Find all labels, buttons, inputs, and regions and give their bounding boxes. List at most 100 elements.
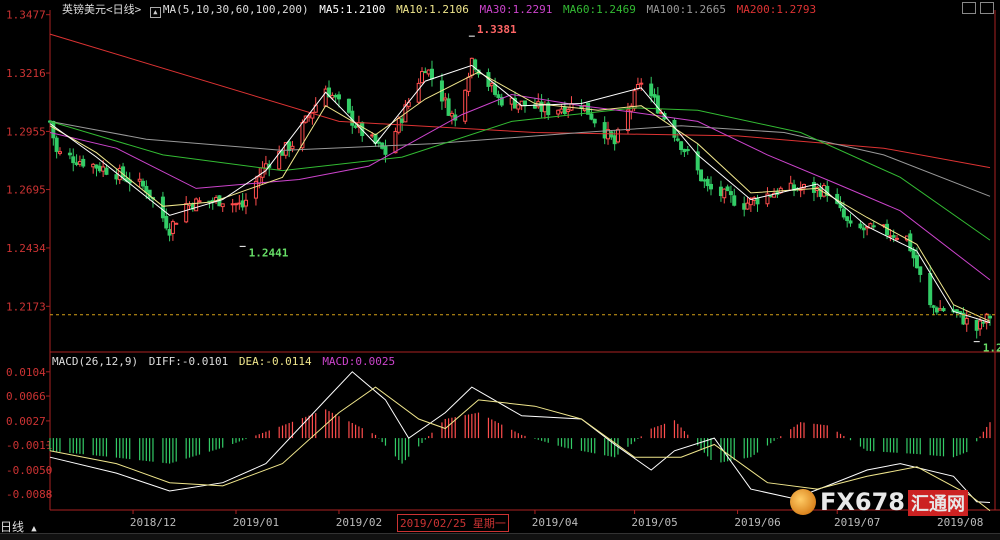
- date-tick-label: 2019/02: [336, 516, 382, 529]
- candle-body: [74, 162, 79, 165]
- price-tick-label: 1.2173: [6, 300, 46, 313]
- candle-body: [848, 220, 853, 224]
- candle-body: [702, 179, 707, 182]
- period-label: <日线>: [106, 3, 142, 16]
- candle-body: [728, 191, 733, 196]
- candle-body: [914, 255, 919, 269]
- candle-body: [801, 183, 806, 189]
- date-tick-label: 2019/08: [937, 516, 983, 529]
- chevron-up-icon: ▲: [31, 524, 37, 534]
- candle-body: [446, 98, 451, 116]
- ma-params: MA(5,10,30,60,100,200): [162, 3, 309, 16]
- candle-body: [160, 196, 165, 219]
- candle-body: [941, 308, 946, 312]
- date-tick-label: 2019/01: [233, 516, 279, 529]
- candle-body: [353, 125, 358, 128]
- price-tick-label: 1.2695: [6, 184, 46, 197]
- candle-body: [167, 229, 172, 236]
- candle-body: [94, 164, 99, 169]
- candle-body: [705, 178, 710, 187]
- candle-body: [449, 112, 454, 117]
- candle-body: [908, 233, 913, 252]
- candle-body: [981, 321, 986, 324]
- candle-body: [493, 84, 498, 95]
- candle-body: [144, 185, 149, 193]
- candle-body: [615, 129, 620, 143]
- cursor-date-label: 2019/02/25 星期一: [397, 514, 509, 532]
- macd-tick-label: 0.0066: [6, 390, 46, 403]
- candle-body: [745, 202, 750, 210]
- candle-body: [383, 145, 388, 155]
- candle-body: [473, 59, 478, 70]
- candle-body: [542, 103, 547, 113]
- macd-tick-label: -0.0011: [6, 439, 52, 452]
- candle-body: [562, 106, 567, 114]
- price-extreme-label: 1.3381: [477, 23, 517, 36]
- candle-body: [679, 141, 684, 150]
- macd-y-axis: 0.0104 0.0066 0.0027 -0.0011 -0.0050 -0.0088: [6, 366, 52, 501]
- candle-body: [513, 97, 518, 109]
- candle-body: [592, 118, 597, 124]
- watermark-text: FX678: [820, 488, 905, 516]
- candle-body: [891, 235, 896, 238]
- candle-body: [988, 315, 992, 319]
- candle-body: [974, 319, 979, 331]
- candle-body: [416, 82, 421, 103]
- watermark-suffix: 汇通网: [908, 490, 968, 516]
- candle-body: [841, 208, 846, 218]
- candle-body: [51, 120, 56, 139]
- price-annotations: 1.3381 1.2441 1.2015: [239, 23, 1000, 355]
- date-tick-label: 2019/07: [834, 516, 880, 529]
- candle-body: [194, 198, 199, 212]
- candle-body: [170, 221, 175, 234]
- candle-body: [858, 223, 863, 229]
- candle-body: [928, 272, 933, 306]
- settings-icon[interactable]: [962, 2, 976, 14]
- candle-body: [748, 197, 753, 206]
- candle-body: [97, 165, 102, 172]
- tab-daily[interactable]: 日线 ▲: [0, 518, 37, 535]
- candle-body: [57, 151, 62, 154]
- candle-body: [682, 148, 687, 153]
- candle-body: [121, 166, 126, 178]
- macd-tick-label: -0.0050: [6, 464, 52, 477]
- candle-body: [871, 225, 876, 228]
- candle-body: [958, 311, 963, 314]
- price-tick-label: 1.3216: [6, 67, 46, 80]
- candle-body: [938, 308, 943, 311]
- candle-body: [277, 151, 282, 170]
- candle-body: [655, 95, 660, 114]
- candle-body: [489, 83, 494, 87]
- candle-body: [104, 167, 109, 175]
- ma200-line: [49, 33, 991, 169]
- date-tick-label: 2019/04: [532, 516, 579, 529]
- fx678-logo-icon: [790, 489, 816, 515]
- candle-body: [243, 199, 248, 207]
- tab-daily-label: 日线: [0, 520, 25, 534]
- ma100-line: [49, 120, 991, 197]
- price-tick-label: 1.3477: [6, 9, 46, 22]
- candle-body: [184, 203, 189, 223]
- indicator-tab-bar[interactable]: [0, 533, 1000, 540]
- candle-body: [861, 227, 866, 231]
- macd-value: MACD:0.0025: [322, 355, 396, 368]
- macd-histogram: [49, 409, 991, 464]
- candle-body: [589, 113, 594, 120]
- candle-body: [54, 137, 59, 152]
- close-panel-icon[interactable]: [980, 2, 994, 14]
- dea-line: [49, 386, 991, 512]
- candle-body: [894, 237, 899, 240]
- macd-tick-label: 0.0027: [6, 415, 46, 428]
- candle-body: [918, 266, 923, 275]
- candle-body: [114, 174, 119, 180]
- candle-body: [845, 216, 850, 222]
- macd-dea-value: DEA:-0.0114: [238, 355, 312, 368]
- candle-body: [237, 202, 242, 205]
- candle-body: [632, 90, 637, 109]
- candle-body: [639, 82, 644, 85]
- candle-body: [911, 249, 916, 259]
- candle-body: [290, 145, 295, 150]
- candle-body: [768, 195, 773, 198]
- ma30-value: MA30:1.2291: [479, 3, 553, 16]
